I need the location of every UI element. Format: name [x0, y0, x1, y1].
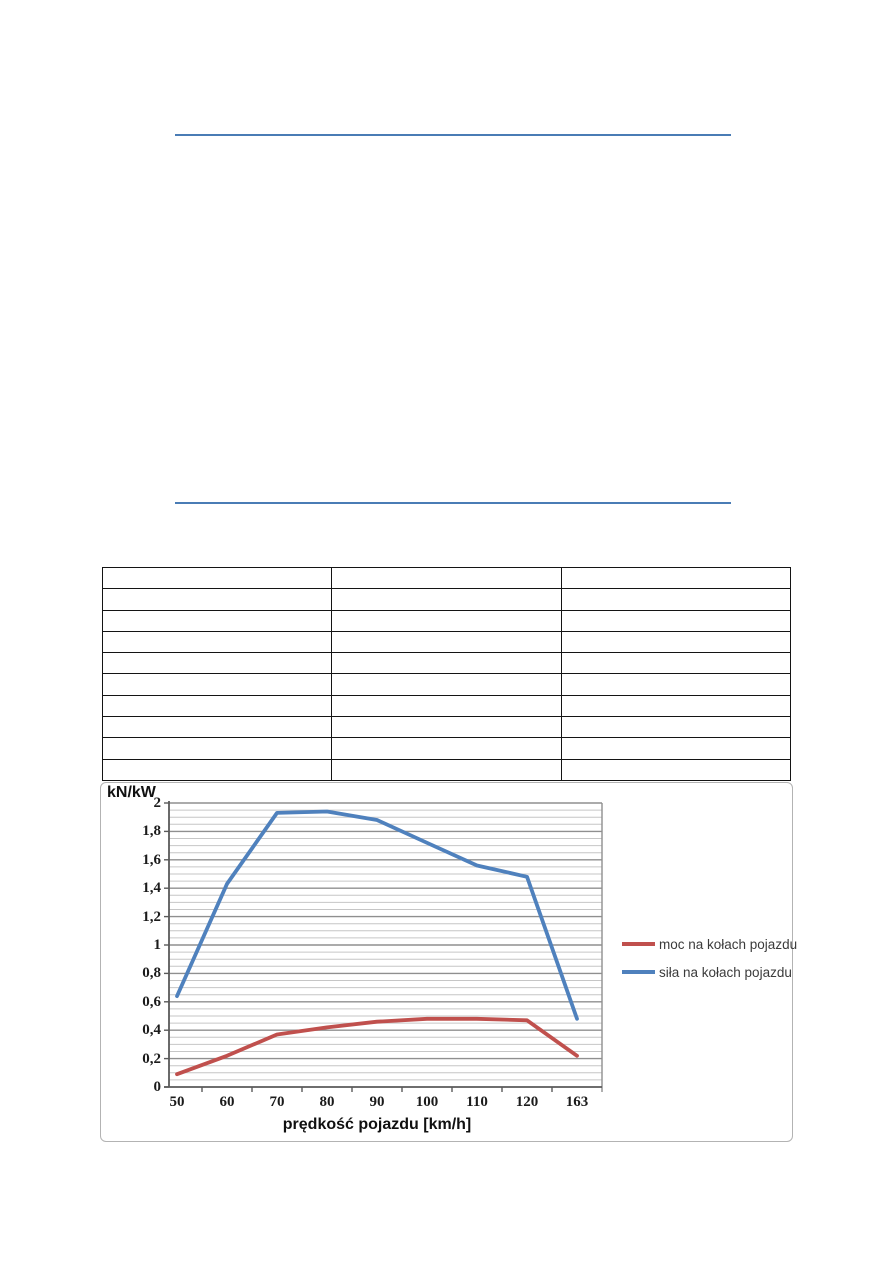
legend-item: siła na kołach pojazdu: [622, 964, 792, 980]
y-tick-label: 0: [153, 1079, 162, 1095]
y-tick-label: 0,6: [142, 993, 161, 1010]
table-row: [101, 673, 792, 696]
legend-item: moc na kołach pojazdu: [622, 937, 797, 952]
table-cell: [101, 716, 333, 739]
horizontal-rule-top: [175, 134, 731, 136]
x-tick-label: 80: [319, 1094, 335, 1110]
x-tick-label: 163: [565, 1094, 589, 1110]
table-cell: [331, 694, 562, 718]
table-cell: [560, 588, 792, 611]
y-tick-label: 2: [153, 795, 162, 811]
x-tick-label: 70: [269, 1094, 285, 1110]
table-cell: [101, 588, 333, 611]
table-cell: [101, 652, 333, 675]
table-row: [101, 609, 792, 632]
table-row: [101, 588, 792, 611]
x-tick-label: 100: [415, 1094, 439, 1110]
table-cell: [560, 652, 792, 675]
y-tick-label: 0,4: [142, 1022, 161, 1039]
table-cell: [331, 673, 562, 696]
table-cell: [560, 737, 792, 760]
legend-label: siła na kołach pojazdu: [659, 964, 792, 980]
y-tick-label: 1,4: [142, 880, 161, 897]
table-row: [101, 716, 792, 739]
series-line: [175, 809, 579, 1021]
x-tick-label: 90: [369, 1094, 385, 1110]
chart-legend: moc na kołach pojazdu siła na kołach poja…: [622, 937, 797, 993]
y-tick-label: 1,8: [142, 823, 161, 840]
table-cell: [101, 609, 333, 632]
table-cell: [331, 609, 562, 632]
table-cell: [560, 566, 792, 590]
legend-line-swatch: [622, 970, 655, 974]
x-tick-label: 120: [515, 1094, 539, 1110]
table-cell: [101, 566, 333, 590]
x-tick-label: 50: [169, 1094, 185, 1110]
table-cell: [560, 630, 792, 654]
table-cell: [331, 652, 562, 675]
legend-line-swatch: [622, 942, 655, 946]
table-cell: [101, 758, 333, 782]
table-row: [101, 694, 792, 718]
table-cell: [101, 694, 333, 718]
empty-table: [101, 566, 792, 782]
table-cell: [560, 758, 792, 782]
table-cell: [101, 737, 333, 760]
y-tick-label: 0,8: [142, 965, 161, 982]
table-cell: [331, 630, 562, 654]
table-cell: [331, 737, 562, 760]
y-tick-label: 1,6: [142, 851, 161, 868]
table-cell: [101, 673, 333, 696]
table-cell: [560, 716, 792, 739]
x-tick-label: 60: [219, 1094, 235, 1110]
table-cell: [331, 566, 562, 590]
legend-label: moc na kołach pojazdu: [659, 936, 798, 952]
table-row: [101, 758, 792, 782]
chart-plot-area: [164, 801, 603, 1092]
table-cell: [331, 716, 562, 739]
x-tick-label: 110: [466, 1094, 488, 1110]
x-axis-title: prędkość pojazdu [km/h]: [282, 1116, 472, 1133]
table-row: [101, 566, 792, 590]
horizontal-rule-middle: [175, 502, 731, 504]
table-cell: [331, 588, 562, 611]
table-cell: [331, 758, 562, 782]
y-tick-label: 1,2: [142, 908, 161, 925]
table-row: [101, 630, 792, 654]
y-tick-label: 1: [153, 937, 162, 953]
table-cell: [560, 609, 792, 632]
table-cell: [101, 630, 333, 654]
y-tick-label: 0,2: [142, 1050, 161, 1067]
table-row: [101, 652, 792, 675]
table-row: [101, 737, 792, 760]
table-cell: [560, 694, 792, 718]
series-line: [175, 1016, 579, 1077]
table-cell: [560, 673, 792, 696]
y-axis-unit-label: kN/kW: [107, 784, 156, 801]
chart-container: kN/kW 2 1,8 1,6 1,4 1,2 1 0,8 0,6 0,4 0,2 0 50 60 70…: [100, 782, 797, 1142]
